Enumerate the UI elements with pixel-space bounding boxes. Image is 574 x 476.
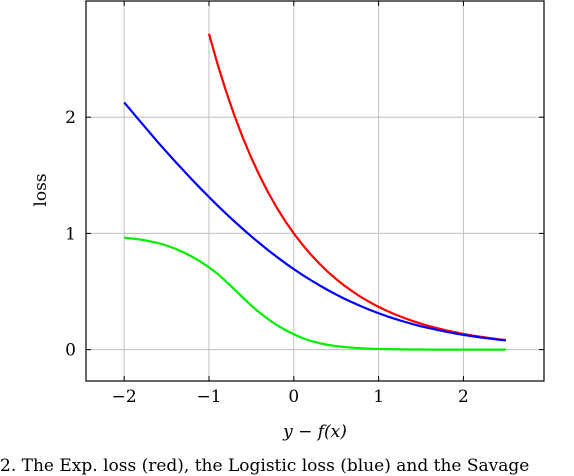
x-tick-label: −2 [112, 387, 137, 407]
series-line-1 [207, 33, 506, 342]
x-tick-label: 1 [373, 387, 384, 407]
series-line-2 [123, 101, 506, 342]
loss-chart: −2 −1 0 1 2 0 1 2 loss y − f(x) [31, 0, 545, 442]
x-tick-label: 0 [288, 387, 299, 407]
x-axis-title: y − f(x) [282, 422, 347, 442]
tick-labels: −2 −1 0 1 2 0 1 2 [65, 108, 469, 407]
grid-lines [86, 1, 544, 381]
axis-ticks [86, 1, 544, 381]
figure-caption: 2. The Exp. loss (red), the Logistic los… [0, 456, 530, 476]
plot-frame [85, 0, 545, 382]
series-lines [123, 33, 506, 351]
x-tick-label: −1 [196, 387, 221, 407]
x-tick-label: 2 [458, 387, 469, 407]
y-tick-label: 0 [65, 341, 76, 361]
y-axis-title: loss [31, 173, 51, 206]
y-tick-label: 1 [65, 224, 76, 244]
series-line-3 [124, 236, 506, 351]
y-tick-label: 2 [65, 108, 76, 128]
